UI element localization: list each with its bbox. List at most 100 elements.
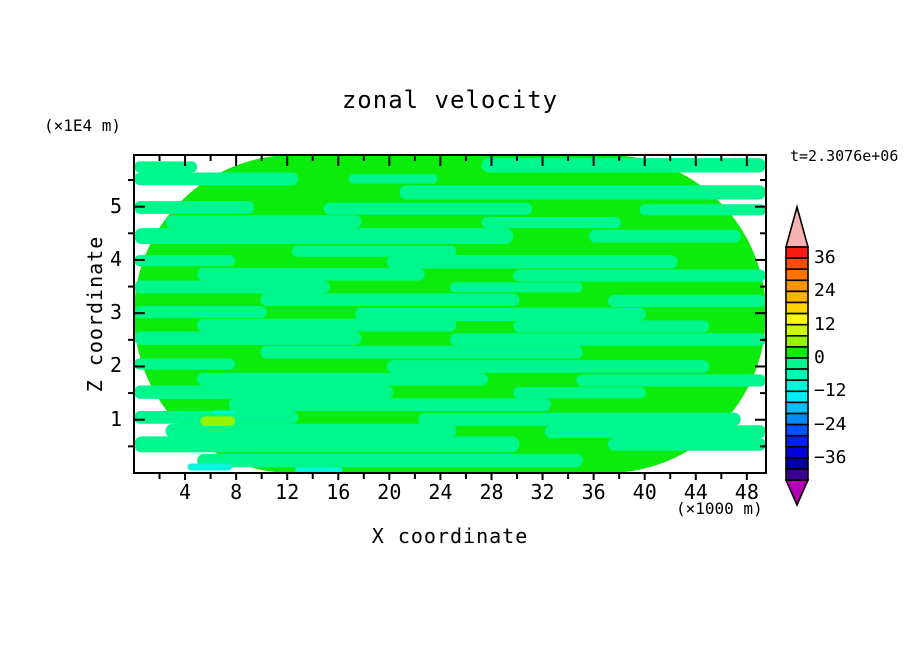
plot-frame [133,154,767,474]
x-tick-label: 40 [632,480,657,504]
field-streak [608,438,766,451]
time-label: t=2.3076e+06 [790,147,899,165]
field-streak [323,202,533,215]
field-streak [197,267,425,281]
field-streak [134,201,255,214]
colorbar-label: −24 [814,413,847,435]
colorbar-above-range-arrow [784,203,810,248]
colorbar-box [785,346,809,359]
field-streak [134,436,520,453]
field-streak [134,172,299,186]
colorbar-box [785,312,809,326]
field-streak [513,387,646,399]
x-tick-label: 32 [530,480,555,504]
field-streak [386,360,710,373]
y-tick-label: 2 [109,353,122,378]
y-tick-label: 3 [109,300,122,325]
colorbar-box [785,423,809,437]
field-streak [450,282,583,293]
colorbar-label: −36 [814,446,847,468]
field-streak [608,294,766,308]
colorbar-box [785,268,809,282]
x-tick-label: 48 [734,480,759,504]
field-streak [355,307,646,321]
field-streak [292,245,457,257]
field-streak [228,398,552,411]
turquoise-bottom-patch-2 [295,467,343,473]
field-streak [197,372,488,386]
field-streak [134,161,198,173]
field-streak [544,425,766,439]
field-streak [134,255,236,267]
x-tick-label: 12 [275,480,300,504]
field-streak [386,255,678,269]
field-streak [197,453,583,468]
colorbar-box [785,390,809,404]
field-streak [450,333,766,346]
colorbar-box [785,379,809,393]
x-axis-title: X coordinate [371,524,529,548]
colorbar-box [785,334,809,348]
x-tick-label: 24 [428,480,453,504]
x-tick-label: 28 [479,480,504,504]
field-streak [576,374,766,387]
velocity-field [134,155,766,473]
plot-title: zonal velocity [341,86,559,114]
field-streak [481,158,766,173]
colorbar-box [785,468,809,481]
cyan-sliver [213,410,236,414]
y-tick-label: 4 [109,246,122,271]
x-tick-label: 44 [683,480,708,504]
x-tick-label: 8 [230,480,243,504]
colorbar-box [785,290,809,304]
y-axis-unit-label: (×1E4 m) [44,116,122,135]
field-streak [481,217,621,229]
field-streak [134,280,330,294]
yellow-green-spot [200,416,236,426]
field-streak [418,412,741,426]
colorbar-label: 24 [814,280,836,302]
field-streak [639,204,766,216]
field-streak [134,358,236,370]
colorbar-label: −12 [814,380,847,402]
y-tick-label: 5 [109,193,122,218]
colorbar-box [785,434,809,448]
colorbar-box [785,301,809,315]
x-axis-unit-label: (×1000 m) [676,499,763,518]
field-streak [589,229,741,243]
field-streak [134,331,362,345]
colorbar-label: 36 [814,247,836,269]
field-streak [260,293,520,307]
colorbar-label: 0 [814,347,825,368]
x-tick-label: 4 [179,480,192,504]
field-streak [399,185,766,200]
field-streak [134,228,514,245]
field-streak [260,345,583,359]
colorbar-box [785,445,809,459]
x-tick-label: 20 [377,480,402,504]
y-tick-label: 1 [109,406,122,431]
field-streak [165,215,362,229]
colorbar-label: 12 [814,313,836,335]
field-streak [134,385,394,399]
x-tick-label: 36 [581,480,606,504]
field-streak [165,423,457,439]
field-streak [134,306,267,319]
colorbar-box [785,357,809,370]
colorbar-box [785,457,809,470]
turquoise-bottom-patch-1 [187,463,232,471]
field-streak [513,269,766,282]
field-streak [513,320,710,333]
colorbar-box [785,279,809,293]
colorbar-box [785,246,809,259]
colorbar-box [785,323,809,337]
colorbar-box [785,401,809,415]
field-streak [197,318,457,332]
x-tick-label: 16 [326,480,351,504]
colorbar-box [785,412,809,426]
colorbar-box [785,257,809,271]
colorbar-box [785,368,809,382]
colorbar-below-range-arrow [784,479,810,507]
